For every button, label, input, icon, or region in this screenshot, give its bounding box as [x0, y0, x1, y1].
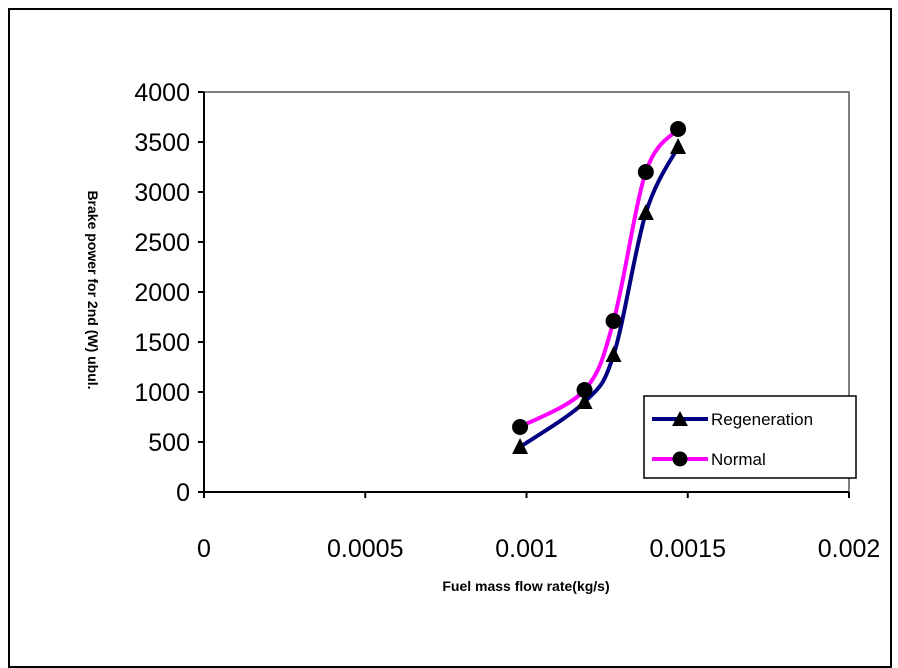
y-axis-label: Brake power for 2nd (W) ubul.: [85, 190, 101, 389]
series-line-regeneration: [518, 146, 680, 449]
x-axis: 0 0.0005 0.001 0.0015 0.002: [197, 92, 880, 563]
data-point-regeneration: [670, 138, 687, 154]
x-tick-label: 0.002: [818, 535, 881, 563]
y-tick-label: 1500: [134, 329, 190, 357]
x-tick-label: 0.0015: [650, 535, 726, 563]
legend-label-normal: Normal: [711, 450, 766, 469]
data-point-normal: [670, 121, 687, 137]
legend: Regeneration Normal: [643, 395, 857, 479]
y-axis: 0 500 1000 1500 2000 2500 3000 3500 4000: [134, 79, 204, 507]
data-point-regeneration: [605, 346, 622, 362]
y-tick-label: 0: [176, 479, 190, 507]
data-point-regeneration: [512, 438, 529, 454]
series-markers: [512, 121, 687, 454]
legend-marker-regeneration: [672, 411, 688, 426]
x-axis-label: Fuel mass flow rate(kg/s): [442, 578, 609, 594]
legend-label-regeneration: Regeneration: [711, 410, 813, 429]
y-tick-label: 3000: [134, 179, 190, 207]
data-point-normal: [637, 164, 654, 180]
y-tick-label: 3500: [134, 129, 190, 157]
chart-svg: 0 500 1000 1500 2000 2500 3000 3500 4000 0 0.0005…: [85, 79, 880, 594]
y-tick-label: 2000: [134, 279, 190, 307]
y-tick-label: 1000: [134, 379, 190, 407]
y-tick-label: 4000: [134, 79, 190, 107]
data-point-normal: [512, 419, 529, 435]
x-tick-label: 0.001: [495, 535, 558, 563]
data-point-normal: [576, 382, 593, 398]
data-point-regeneration: [637, 204, 654, 220]
legend-marker-normal: [672, 451, 688, 467]
y-tick-label: 500: [148, 429, 190, 457]
x-tick-label: 0.0005: [327, 535, 403, 563]
data-point-normal: [605, 313, 622, 329]
data-point-regeneration: [576, 393, 593, 409]
x-tick-label: 0: [197, 535, 211, 563]
y-tick-label: 2500: [134, 229, 190, 257]
